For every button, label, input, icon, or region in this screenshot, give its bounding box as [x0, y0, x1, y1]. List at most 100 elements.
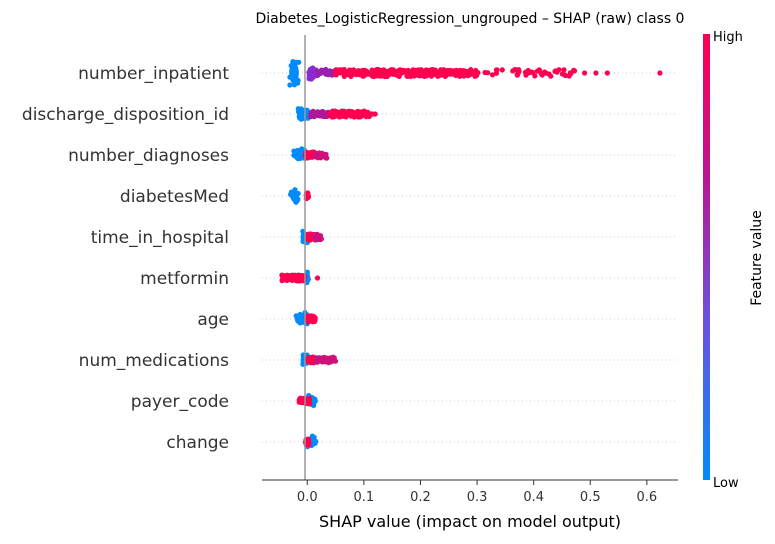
shap-point-high [323, 355, 329, 361]
x-tick-label: 0.3 [467, 490, 488, 505]
shap-point-high [430, 67, 436, 73]
feature-label: time_in_hospital [91, 228, 229, 248]
shap-point-low [292, 65, 298, 71]
shap-point-low [293, 59, 299, 65]
shap-point-low [291, 152, 297, 158]
shap-point-high [378, 69, 384, 76]
shap-point-high [459, 69, 465, 75]
shap-point-low [312, 440, 318, 446]
x-tick-label: 0.2 [410, 490, 431, 505]
chart-title: Diabetes_LogisticRegression_ungrouped – … [256, 11, 685, 27]
shap-point-high [396, 67, 402, 73]
feature-label: number_inpatient [78, 64, 229, 84]
shap-point-outlier [657, 70, 663, 76]
shap-point-low [295, 156, 301, 162]
colorbar-low-label: Low [713, 476, 739, 491]
shap-point-low [296, 113, 302, 119]
shap-point-high [360, 67, 366, 73]
shap-point-low [290, 193, 296, 199]
shap-point-high [356, 113, 362, 120]
feature-label: num_medications [79, 351, 229, 371]
shap-point-low [311, 402, 317, 408]
shap-point-low [312, 397, 318, 403]
shap-point-high [305, 194, 311, 200]
shap-point-high [465, 69, 471, 75]
shap-point-high [291, 274, 297, 280]
shap-point-low [287, 74, 293, 80]
shap-point-outlier [314, 275, 321, 281]
x-tick-label: 0.5 [580, 490, 601, 505]
shap-point-high [316, 109, 322, 115]
feature-label: number_diagnoses [68, 146, 229, 166]
shap-point-high [512, 66, 518, 73]
x-tick-label: 0.0 [297, 490, 318, 505]
colorbar [703, 34, 710, 480]
shap-point-high [364, 113, 370, 119]
shap-point-high [482, 69, 488, 76]
shap-point-low [296, 315, 302, 321]
shap-point-high [295, 277, 302, 283]
shap-point-high [532, 73, 538, 79]
shap-point-outlier [372, 111, 378, 117]
shap-point-high [350, 69, 356, 75]
shap-point-high [418, 71, 424, 77]
shap-point-high [332, 358, 339, 364]
feature-label: payer_code [131, 392, 229, 412]
shap-point-high [373, 67, 379, 73]
feature-label: diabetesMed [120, 187, 229, 207]
shap-point-high [318, 236, 324, 242]
shap-point-low [288, 63, 294, 69]
shap-point-high [443, 72, 449, 78]
shap-point-low [293, 199, 299, 205]
shap-point-high [437, 71, 443, 77]
shap-point-high [514, 71, 520, 78]
shap-points [279, 59, 663, 450]
shap-point-high [335, 111, 341, 117]
shap-point-high [361, 73, 367, 79]
feature-label: discharge_disposition_id [22, 105, 229, 125]
x-axis-label: SHAP value (impact on model output) [319, 512, 621, 531]
shap-point-outlier [593, 70, 599, 76]
shap-point-high [470, 70, 476, 76]
shap-point-low [287, 82, 293, 88]
shap-point-high [571, 67, 577, 73]
shap-point-high [340, 108, 346, 114]
shap-point-high [317, 150, 323, 156]
shap-point-high [401, 67, 407, 74]
shap-point-high [559, 71, 566, 77]
shap-point-high [499, 67, 505, 73]
shap-point-high [390, 71, 397, 77]
shap-point-high [328, 112, 334, 118]
shap-point-high [318, 68, 325, 74]
shap-point-high [349, 109, 355, 115]
shap-point-high [411, 69, 417, 75]
shap-point-high [561, 67, 567, 73]
shap-point-high [326, 358, 332, 364]
shap-point-low [311, 434, 317, 440]
shap-point-high [316, 358, 322, 364]
feature-label: age [197, 310, 229, 330]
x-tick-label: 0.4 [523, 490, 544, 505]
shap-point-mid [306, 69, 312, 75]
shap-point-low [291, 148, 297, 154]
shap-point-high [304, 401, 310, 407]
shap-point-low [295, 106, 301, 112]
shap-point-low [300, 228, 306, 234]
shap-point-high [343, 114, 349, 120]
shap-point-low [295, 77, 301, 84]
x-tick-label: 0.1 [354, 490, 375, 505]
shap-point-high [489, 72, 496, 78]
shap-point-high [303, 439, 309, 445]
shap-point-high [493, 70, 499, 76]
shap-point-mid [309, 65, 315, 72]
colorbar-title: Feature value [749, 210, 765, 306]
shap-point-high [305, 359, 311, 365]
shap-point-high [475, 70, 481, 76]
shap-point-outlier [582, 70, 588, 76]
shap-point-high [445, 67, 451, 74]
shap-point-high [327, 69, 333, 75]
shap-point-low [295, 190, 301, 197]
shap-point-low [292, 187, 298, 193]
